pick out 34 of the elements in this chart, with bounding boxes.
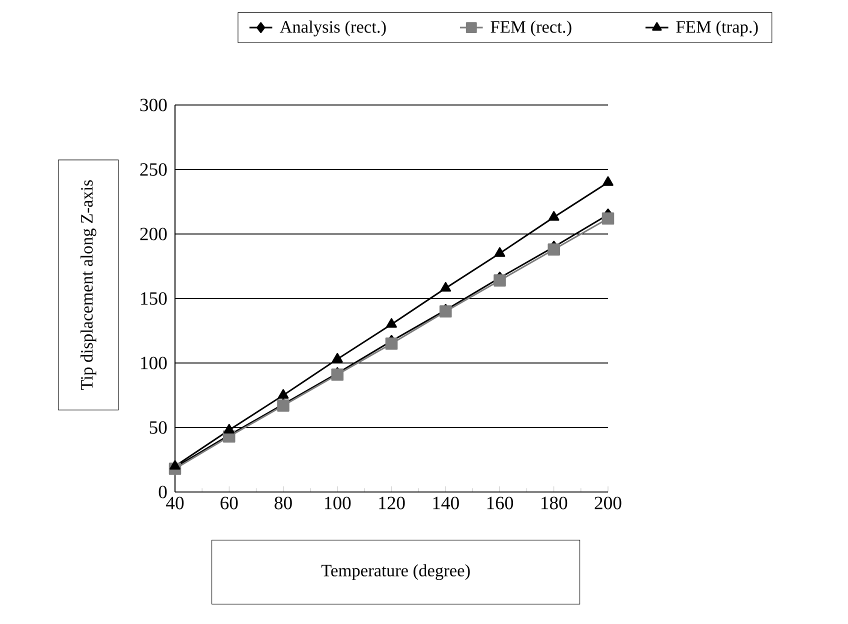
point	[170, 460, 180, 470]
x-tick-label: 80	[274, 496, 292, 510]
x-tick-label: 180	[542, 496, 568, 510]
point	[385, 338, 398, 350]
y-tick-label: 50	[150, 421, 167, 434]
y-tick-label: 250	[140, 163, 167, 176]
y-tick-label: 200	[140, 228, 167, 240]
point	[332, 352, 343, 363]
legend-label: FEM (rect.)	[490, 20, 572, 36]
point	[440, 282, 452, 292]
point	[548, 243, 560, 256]
x-tick-label: 200	[594, 496, 622, 510]
x-tick-label: 140	[433, 496, 459, 510]
point	[494, 274, 506, 287]
legend-label: Analysis (rect.)	[280, 20, 386, 36]
y-tick-label: 300	[140, 98, 167, 112]
x-tick-label: 120	[379, 496, 405, 510]
y-tick-label: 150	[141, 292, 167, 305]
x-axis-title: Temperature (degree)	[321, 564, 470, 580]
point	[548, 211, 560, 221]
y-tick-label: 0	[158, 486, 167, 498]
x-tick-label: 60	[220, 496, 238, 510]
point	[278, 389, 289, 399]
x-tick-label: 100	[325, 496, 351, 510]
point	[386, 318, 397, 328]
x-tick-label: 40	[166, 496, 184, 510]
x-tick-label: 160	[487, 496, 514, 510]
y-axis-title: Tip displacement along Z-axis	[80, 180, 96, 390]
legend-label: FEM (trap.)	[676, 20, 758, 36]
y-tick-label: 100	[141, 356, 167, 370]
point	[602, 176, 614, 186]
point	[494, 247, 506, 257]
point	[224, 424, 235, 434]
point	[602, 212, 614, 225]
